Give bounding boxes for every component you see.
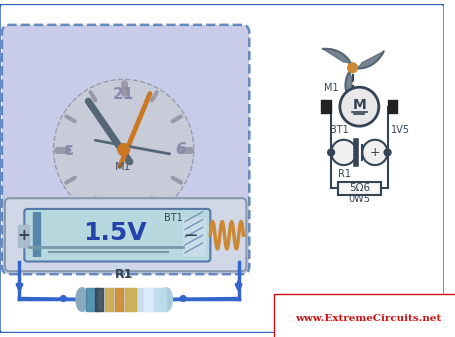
- Ellipse shape: [160, 288, 172, 311]
- Circle shape: [180, 296, 186, 301]
- Circle shape: [53, 80, 193, 220]
- Circle shape: [347, 63, 357, 72]
- Polygon shape: [322, 49, 351, 66]
- Text: ε: ε: [64, 141, 74, 158]
- Text: +: +: [369, 146, 379, 159]
- Bar: [144, 288, 152, 311]
- Bar: [124, 288, 136, 311]
- Text: 1.5V: 1.5V: [83, 221, 147, 245]
- Polygon shape: [354, 52, 383, 68]
- Bar: [115, 288, 122, 311]
- Text: 6: 6: [174, 142, 185, 157]
- FancyBboxPatch shape: [337, 182, 380, 195]
- Text: M1: M1: [324, 83, 338, 93]
- Bar: [321, 100, 330, 114]
- Circle shape: [361, 140, 387, 165]
- Circle shape: [384, 149, 390, 156]
- Text: +: +: [17, 228, 30, 243]
- Circle shape: [339, 87, 378, 126]
- Text: 5Ω6: 5Ω6: [348, 183, 369, 193]
- Text: www.ExtremeCircuits.net: www.ExtremeCircuits.net: [294, 314, 440, 324]
- Polygon shape: [345, 69, 351, 103]
- Bar: [182, 218, 204, 255]
- Text: R1: R1: [114, 268, 132, 281]
- FancyBboxPatch shape: [24, 209, 210, 262]
- Bar: [86, 288, 97, 311]
- Ellipse shape: [76, 288, 87, 311]
- Circle shape: [330, 140, 356, 165]
- Bar: [95, 288, 103, 311]
- FancyBboxPatch shape: [0, 3, 444, 334]
- Bar: [105, 288, 113, 311]
- Circle shape: [60, 296, 66, 301]
- Circle shape: [327, 149, 334, 156]
- Circle shape: [117, 144, 129, 155]
- Bar: [387, 100, 396, 114]
- Text: M1: M1: [115, 162, 131, 172]
- Text: 1V5: 1V5: [389, 125, 409, 135]
- Bar: [156, 288, 165, 311]
- Bar: [81, 288, 166, 311]
- Bar: [17, 225, 29, 247]
- FancyBboxPatch shape: [5, 198, 246, 271]
- Text: R1: R1: [337, 169, 350, 179]
- Text: BT1: BT1: [164, 213, 182, 223]
- Text: M: M: [352, 98, 365, 112]
- Text: 0W5: 0W5: [348, 194, 369, 204]
- Text: BT1: BT1: [330, 125, 349, 135]
- Text: —: —: [184, 229, 197, 242]
- Text: 21: 21: [113, 87, 134, 101]
- FancyBboxPatch shape: [2, 25, 249, 274]
